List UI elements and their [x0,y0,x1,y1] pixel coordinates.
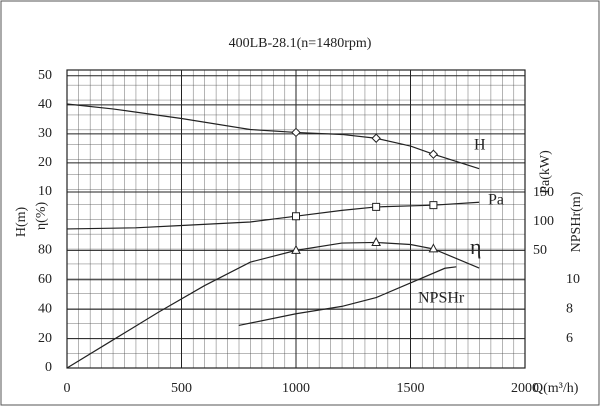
y-tick-label: 0 [45,360,52,375]
marker [371,133,381,143]
axis-title: η(%) [34,202,49,231]
y-tick-label: 10 [38,184,52,199]
marker [291,244,301,254]
y-tick-label: 50 [38,68,52,83]
x-tick-label: 1500 [397,381,425,396]
y-tick-label: 80 [38,243,52,258]
axis-title: Pa(kW) [538,150,553,194]
x-tick-label: 500 [171,381,192,396]
y-tick-label: 8 [566,302,573,317]
x-tick-label: 1000 [282,381,310,396]
marker [429,201,438,210]
series-label: Pa [488,192,504,209]
y-tick-label: 50 [533,243,547,258]
series-label: η [470,234,482,259]
y-tick-label: 20 [38,331,52,346]
series-label: NPSHr [418,290,465,307]
x-axis-title: Q(m³/h) [533,381,579,396]
chart-title: 400LB-28.1(n=1480rpm) [229,36,372,51]
y-tick-label: 60 [38,272,52,287]
series-line [66,103,480,170]
marker [292,212,300,221]
y-tick-label: 150 [533,185,554,200]
y-tick-label: 40 [38,301,52,316]
marker [371,236,381,246]
axis-title: H(m) [14,207,29,238]
y-tick-label: 40 [38,97,52,112]
y-tick-label: 30 [38,126,52,141]
y-tick-label: 6 [566,331,573,346]
marker [372,202,381,211]
series-label: H [474,137,486,154]
y-tick-label: 20 [38,155,52,170]
y-tick-label: 10 [566,272,580,287]
marker [428,243,439,253]
marker [428,149,439,159]
axis-title: NPSHr(m) [569,191,584,252]
series-line [238,266,457,327]
marker [291,127,301,138]
x-tick-label: 2000 [511,381,539,396]
x-tick-label: 0 [64,381,71,396]
y-tick-label: 100 [533,214,554,229]
